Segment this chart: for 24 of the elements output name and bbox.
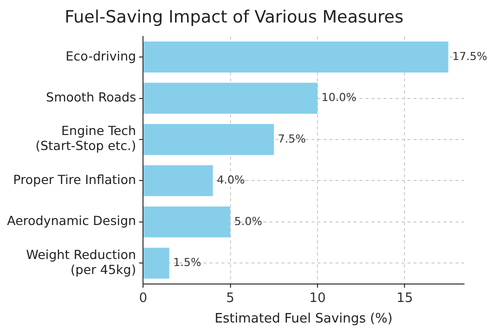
x-tick-label: 15 (396, 290, 413, 306)
data-label: 7.5% (278, 132, 306, 146)
data-label: 1.5% (173, 256, 202, 270)
data-label: 10.0% (322, 91, 356, 104)
y-tick-label: Smooth Roads (46, 90, 136, 104)
x-tick-label: 5 (226, 290, 234, 306)
y-tick-label: Weight Reduction (per 45kg) (26, 246, 136, 277)
bar (144, 248, 170, 279)
y-tick-label: Proper Tire Inflation (13, 172, 136, 187)
bar (144, 82, 318, 114)
data-label: 4.0% (216, 174, 245, 187)
chart-title: Fuel-Saving Impact of Various Measures (64, 8, 404, 28)
x-tick-label: 0 (138, 290, 148, 306)
data-label: 5.0% (234, 214, 262, 228)
y-tick-label: Eco-driving (66, 48, 136, 64)
bar (144, 42, 448, 72)
bar (144, 206, 230, 238)
bar (144, 124, 274, 155)
x-tick-label: 10 (309, 290, 326, 306)
bar (144, 165, 213, 196)
data-label: 17.5% (452, 50, 488, 63)
x-axis-title: Estimated Fuel Savings (%) (214, 312, 393, 327)
y-tick-label: Aerodynamic Design (6, 213, 136, 228)
y-tick-label: Engine Tech (Start-Stop etc.) (35, 123, 136, 154)
